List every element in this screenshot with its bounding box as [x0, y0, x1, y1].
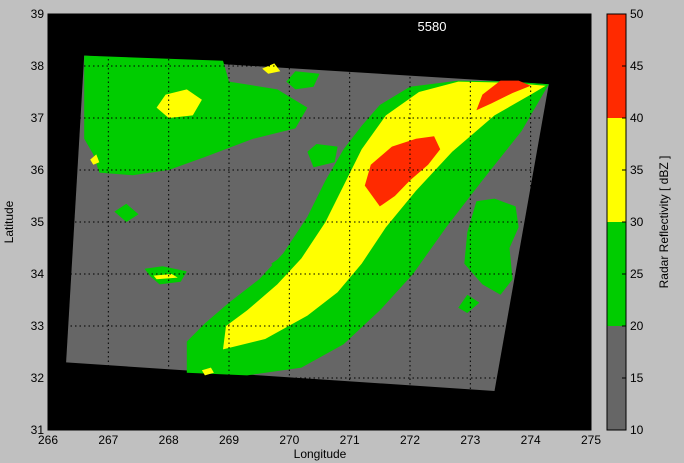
contour-region-20dbz	[286, 71, 320, 90]
x-tick-label: 272	[400, 433, 420, 447]
y-tick-labels: 31 32 33 34 35 36 37 38 39	[31, 7, 45, 437]
colorbar-tick-label: 15	[630, 371, 644, 385]
colorbar-band-20-30	[607, 222, 626, 326]
colorbar-tick-label: 40	[630, 111, 644, 125]
x-tick-label: 275	[581, 433, 601, 447]
contour-region-20dbz	[114, 203, 139, 222]
x-tick-label: 274	[521, 433, 541, 447]
contour-region-20dbz	[307, 144, 338, 168]
y-tick-label: 34	[31, 267, 45, 281]
x-tick-label: 269	[219, 433, 239, 447]
colorbar-band-40-50	[607, 14, 626, 118]
contour-region-40dbz	[476, 80, 531, 111]
contour-region-20dbz	[84, 55, 308, 176]
y-tick-label: 31	[31, 423, 45, 437]
contour-region-20dbz	[464, 198, 519, 295]
colorbar: 10 15 20 25 30 35 40 45 50 Radar Reflectivity [ …	[606, 7, 671, 437]
x-tick-label: 270	[279, 433, 299, 447]
y-axis-label: Latitude	[2, 200, 16, 243]
x-axis-label: Longitude	[294, 447, 347, 461]
contour-region-20dbz	[271, 255, 293, 272]
y-tick-label: 32	[31, 371, 45, 385]
x-tick-label: 267	[98, 433, 118, 447]
contour-region-30dbz	[201, 367, 214, 376]
colorbar-band-30-40	[607, 118, 626, 222]
colorbar-tick-label: 45	[630, 59, 644, 73]
colorbar-label: Radar Reflectivity [ dBZ ]	[657, 156, 671, 289]
grid-lines	[48, 14, 591, 430]
contour-region-30dbz	[262, 63, 281, 74]
y-tick-label: 36	[31, 163, 45, 177]
reflectivity-contours	[84, 55, 549, 376]
contour-region-20dbz	[458, 294, 480, 313]
contour-region-30dbz	[90, 154, 100, 165]
contour-region-30dbz	[241, 313, 260, 321]
plot-area	[47, 13, 592, 431]
colorbar-tick-label: 35	[630, 163, 644, 177]
colorbar-tick-label: 50	[630, 7, 644, 21]
colorbar-tick-label: 30	[630, 215, 644, 229]
x-tick-labels: 266 267 268 269 270 271 272 273 274 275	[38, 433, 601, 447]
colorbar-bands	[607, 14, 626, 430]
contour-region-30dbz	[156, 89, 202, 118]
axis-ticks	[47, 13, 592, 431]
colorbar-tick-label: 20	[630, 319, 644, 333]
colorbar-band-10-20	[607, 326, 626, 430]
y-tick-label: 37	[31, 111, 45, 125]
contour-region-30dbz	[153, 274, 178, 280]
contour-region-30dbz	[223, 81, 546, 350]
colorbar-tick-label: 25	[630, 267, 644, 281]
colorbar-tick-label: 10	[630, 423, 644, 437]
contour-region-20dbz	[235, 357, 272, 373]
y-tick-label: 33	[31, 319, 45, 333]
contour-region-40dbz	[364, 136, 441, 207]
y-tick-label: 35	[31, 215, 45, 229]
y-tick-label: 38	[31, 59, 45, 73]
y-tick-label: 39	[31, 7, 45, 21]
x-tick-label: 266	[38, 433, 58, 447]
chart-title: 5580	[418, 19, 447, 34]
x-tick-label: 273	[460, 433, 480, 447]
x-tick-label: 268	[159, 433, 179, 447]
colorbar-ticks: 10 15 20 25 30 35 40 45 50	[622, 7, 644, 437]
x-tick-label: 271	[340, 433, 360, 447]
